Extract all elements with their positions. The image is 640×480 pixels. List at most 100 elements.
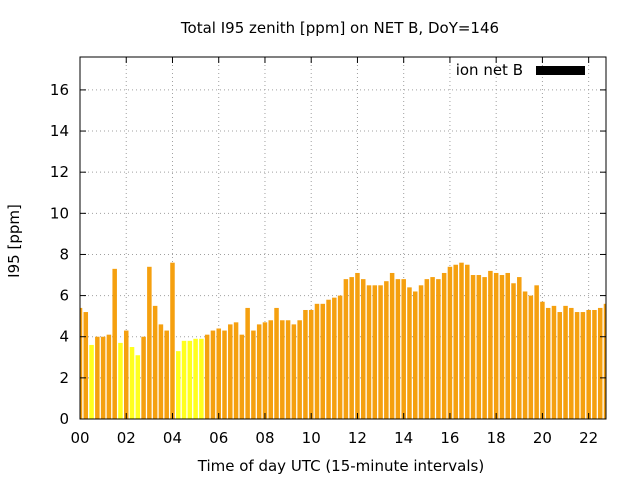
bar (424, 279, 430, 419)
bar (517, 277, 522, 419)
bar (441, 272, 447, 419)
bar (545, 307, 551, 419)
bar (245, 307, 250, 419)
bar (100, 336, 106, 419)
bar (256, 324, 262, 419)
bar (314, 303, 320, 419)
bars-layer (80, 262, 606, 419)
bar (528, 295, 534, 419)
x-tick-label: 12 (348, 429, 367, 447)
bar (522, 291, 528, 419)
bar (89, 344, 94, 419)
bar (118, 342, 123, 419)
bar (123, 330, 129, 419)
chart-title: Total I95 zenith [ppm] on NET B, DoY=146 (180, 19, 499, 37)
bar (418, 285, 424, 419)
y-tick-label: 16 (50, 81, 69, 99)
bar (430, 277, 435, 419)
y-tick-label: 8 (59, 245, 69, 263)
bar (465, 264, 470, 419)
bar (580, 312, 586, 419)
bar (586, 309, 591, 419)
bar (187, 340, 193, 419)
y-tick-label: 4 (59, 328, 69, 346)
bar (337, 295, 343, 419)
y-tick-label: 14 (50, 122, 69, 140)
grid-layer (80, 57, 606, 419)
bar (597, 307, 603, 419)
bar (569, 307, 574, 419)
bar (129, 347, 135, 419)
x-tick-label: 08 (255, 429, 274, 447)
bar (366, 285, 372, 419)
bar (199, 338, 204, 419)
bar (482, 277, 487, 419)
bar (210, 330, 216, 419)
y-tick-label: 12 (50, 163, 69, 181)
bar (563, 305, 568, 419)
x-tick-label: 02 (117, 429, 136, 447)
bar (592, 309, 597, 419)
bar (193, 338, 198, 419)
bar (280, 320, 285, 419)
bar (459, 262, 464, 419)
bar (297, 320, 302, 419)
bar (511, 283, 516, 419)
bar (488, 270, 493, 419)
bar (274, 307, 279, 419)
bar (384, 281, 389, 419)
bar (95, 336, 100, 419)
bar (603, 303, 606, 419)
x-tick-label: 18 (487, 429, 506, 447)
bar (401, 279, 406, 419)
x-tick-label: 14 (394, 429, 413, 447)
x-axis-label: Time of day UTC (15-minute intervals) (197, 457, 484, 475)
bar (291, 324, 297, 419)
bar (320, 303, 326, 419)
bar (285, 320, 291, 419)
bar (308, 309, 314, 419)
x-tick-label: 06 (209, 429, 228, 447)
bar (436, 279, 441, 419)
x-tick-label: 22 (579, 429, 598, 447)
bar (372, 285, 378, 419)
x-tick-label: 04 (163, 429, 182, 447)
y-axis-label: I95 [ppm] (5, 204, 23, 278)
bar (106, 334, 112, 419)
x-tick-label: 10 (302, 429, 321, 447)
bar (349, 277, 354, 419)
bar (447, 266, 453, 419)
bar (251, 330, 256, 419)
bar (493, 272, 499, 419)
bar (470, 275, 476, 419)
bar (412, 291, 418, 419)
bar (216, 328, 221, 419)
x-tick-label: 20 (533, 429, 552, 447)
bar (181, 340, 187, 419)
bar (326, 299, 331, 419)
bar (499, 275, 505, 419)
bar (147, 266, 152, 419)
bar (164, 330, 169, 419)
bar (176, 351, 181, 419)
bar (204, 334, 210, 419)
legend: ion net B (456, 61, 585, 79)
x-tick-label: 00 (70, 429, 89, 447)
bar (158, 324, 164, 419)
bar (262, 322, 268, 419)
bar (303, 309, 308, 419)
bar (268, 320, 274, 419)
bar (83, 312, 89, 419)
bar (135, 355, 141, 419)
bar (152, 305, 158, 419)
bar (360, 279, 366, 419)
legend-label: ion net B (456, 61, 523, 79)
bar (170, 262, 175, 419)
x-tick-label: 16 (440, 429, 459, 447)
bar (222, 330, 227, 419)
bar (540, 301, 545, 419)
bar (453, 264, 458, 419)
legend-swatch (536, 66, 585, 75)
bar (378, 285, 383, 419)
